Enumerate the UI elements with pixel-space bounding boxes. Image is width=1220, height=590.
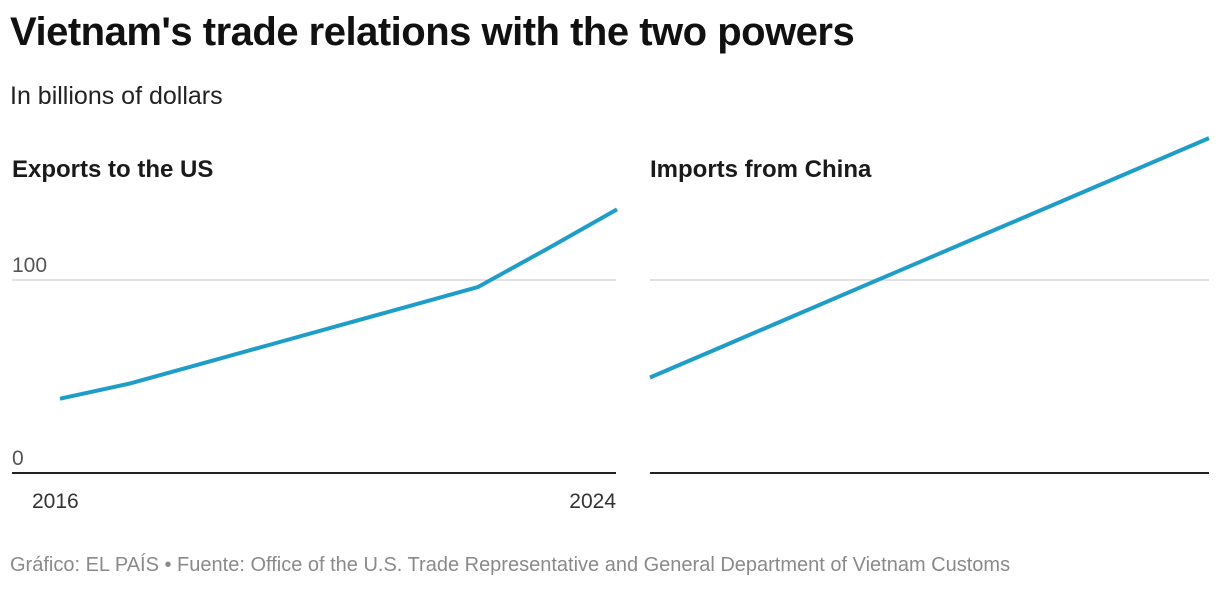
chart-panel-2: Imports from China bbox=[649, 136, 1210, 474]
chart-title: Vietnam's trade relations with the two p… bbox=[10, 10, 855, 54]
panel-title: Exports to the US bbox=[12, 156, 213, 183]
chart-panel-1: Exports to the US 0 100 2016 2024 bbox=[12, 156, 618, 513]
chart-subtitle: In billions of dollars bbox=[10, 82, 223, 110]
x-tick-label: 2024 bbox=[569, 490, 616, 513]
series-line bbox=[59, 207, 618, 401]
source-footer: Gráfico: EL PAÍS • Fuente: Office of the… bbox=[10, 554, 1011, 576]
x-tick-label: 2016 bbox=[32, 490, 79, 513]
y-tick-label: 100 bbox=[12, 254, 47, 277]
panel-title: Imports from China bbox=[650, 156, 872, 183]
series-line bbox=[649, 136, 1210, 380]
y-tick-label: 0 bbox=[12, 447, 24, 470]
